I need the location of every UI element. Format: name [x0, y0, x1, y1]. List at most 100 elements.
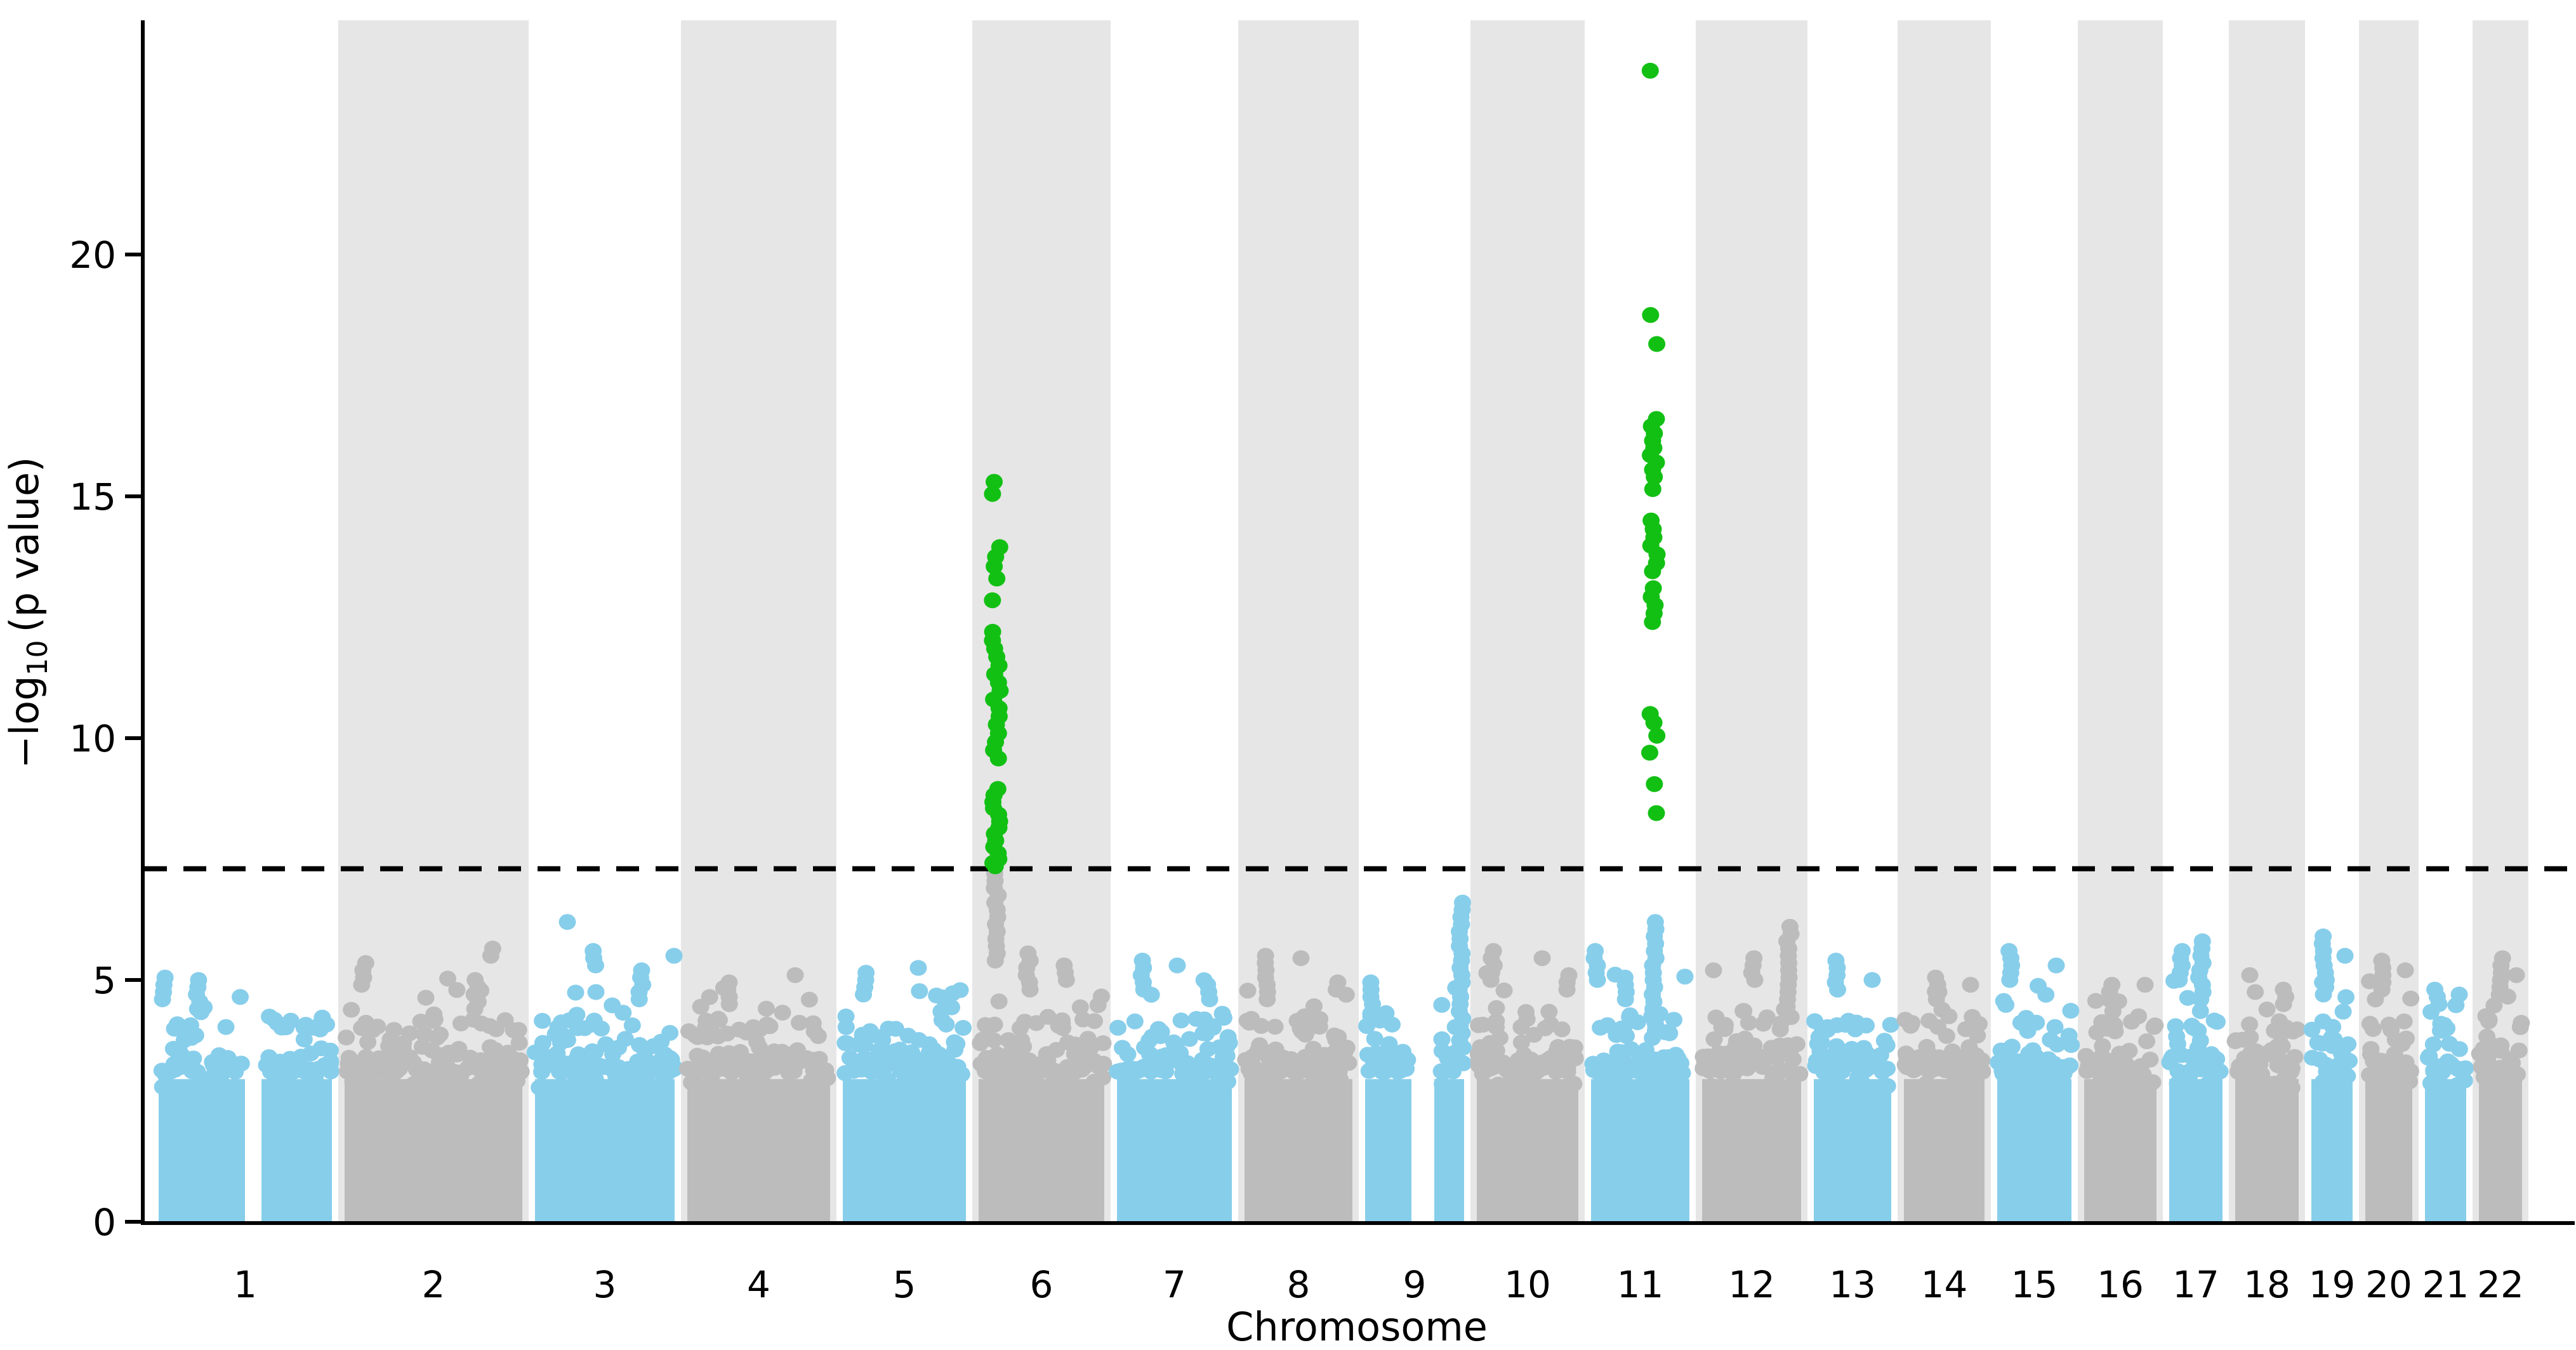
snp-point: [1031, 1063, 1048, 1080]
snp-point: [1109, 1063, 1126, 1080]
snp-point: [1469, 1046, 1487, 1062]
snp-point: [2450, 986, 2468, 1003]
snp-point: [1316, 1047, 1334, 1063]
snp-point: [1481, 1035, 1499, 1051]
snp-point: [2062, 1003, 2080, 1019]
chromosome-14-points: [1896, 969, 1991, 1222]
chromosome-2-points: [338, 941, 530, 1222]
significant-snp-point: [1644, 481, 1661, 498]
snp-dense-column: [1434, 1079, 1464, 1222]
snp-point: [1432, 1063, 1450, 1080]
snp-point: [2054, 1079, 2072, 1095]
snp-point: [758, 1000, 775, 1017]
snp-point: [156, 969, 174, 986]
snp-point: [1481, 1061, 1499, 1077]
snp-point: [2335, 1062, 2353, 1079]
snp-point: [306, 1020, 324, 1036]
snp-point: [1716, 1017, 1734, 1034]
snp-point: [1621, 1007, 1639, 1024]
snp-point: [357, 955, 374, 971]
snp-point: [790, 1079, 808, 1095]
snp-point: [990, 993, 1008, 1010]
snp-point: [1631, 1050, 1649, 1066]
chromosome-4-points: [679, 967, 836, 1222]
snp-point: [2000, 943, 2018, 959]
snp-point: [680, 1023, 697, 1040]
chromosome-6-points: [972, 865, 1113, 1222]
x-tick-label-chr12: 12: [1728, 1263, 1775, 1306]
snp-point: [346, 1059, 364, 1075]
snp-dense-column: [1591, 1079, 1689, 1222]
x-tick-label-chr18: 18: [2243, 1263, 2290, 1306]
snp-point: [466, 972, 484, 988]
snp-dense-column: [1904, 1079, 1985, 1222]
snp-point: [1995, 993, 2012, 1009]
snp-point: [1153, 1024, 1170, 1040]
snp-point: [1741, 1043, 1759, 1059]
snp-point: [1039, 1009, 1057, 1025]
significant-snp-point: [986, 858, 1004, 875]
x-tick-label-chr22: 22: [2477, 1263, 2524, 1306]
snp-point: [1172, 1012, 1190, 1029]
chromosome-13-points: [1806, 953, 1899, 1222]
snp-point: [2478, 1028, 2496, 1045]
significant-snp-point: [1644, 563, 1661, 579]
snp-dense-column: [979, 1079, 1104, 1222]
snp-point: [2106, 1020, 2124, 1036]
x-tick-label-chr10: 10: [1504, 1263, 1551, 1306]
snp-point: [2339, 1036, 2357, 1052]
snp-point: [2432, 1016, 2450, 1032]
snp-dense-column: [1814, 1079, 1891, 1222]
snp-point: [761, 1018, 779, 1035]
snp-point: [2037, 986, 2055, 1003]
snp-point: [2479, 1050, 2497, 1066]
snp-point: [1878, 1037, 1896, 1054]
snp-point: [2258, 1002, 2276, 1017]
snp-point: [1703, 1078, 1721, 1094]
snp-point: [448, 982, 466, 998]
snp-point: [1771, 1037, 1789, 1054]
chromosome-9-points: [1358, 894, 1472, 1222]
snp-point: [2424, 1036, 2442, 1052]
snp-point: [2103, 977, 2121, 993]
snp-point: [2507, 967, 2525, 983]
snp-point: [1095, 1056, 1113, 1072]
snp-point: [1850, 1043, 1868, 1060]
snp-point: [1498, 1076, 1516, 1093]
snp-point: [2020, 1045, 2038, 1062]
snp-point: [1488, 1013, 1505, 1029]
snp-point: [1433, 1031, 1451, 1047]
snp-point: [2227, 1032, 2245, 1049]
snp-point: [1971, 1016, 1988, 1032]
snp-point: [472, 1052, 490, 1068]
snp-point: [499, 1053, 517, 1069]
snp-point: [1392, 1062, 1410, 1079]
snp-point: [1121, 1064, 1139, 1080]
snp-point: [2313, 1035, 2331, 1052]
snp-point: [2192, 1061, 2210, 1078]
snp-point: [385, 1022, 403, 1038]
snp-point: [281, 1050, 299, 1067]
snp-point: [1565, 1076, 1583, 1092]
snp-point: [722, 1048, 740, 1064]
snp-dense-column: [687, 1079, 830, 1222]
snp-point: [1827, 953, 1845, 969]
snp-point: [605, 1064, 623, 1080]
snp-point: [1019, 945, 1037, 962]
snp-point: [1305, 998, 1323, 1014]
snp-point: [837, 1009, 855, 1024]
chromosome-5-points: [836, 960, 972, 1222]
snp-point: [2003, 1038, 2021, 1055]
snp-point: [1433, 996, 1451, 1013]
snp-point: [1244, 1063, 1262, 1080]
snp-point: [487, 1042, 504, 1058]
snp-point: [1754, 1049, 1771, 1066]
significant-points-layer: [984, 62, 1666, 875]
snp-point: [701, 989, 718, 1005]
snp-point: [1495, 983, 1513, 998]
snp-point: [2118, 1057, 2136, 1073]
snp-point: [534, 1012, 552, 1029]
snp-point: [1769, 1063, 1787, 1080]
snp-point: [370, 1050, 388, 1066]
snp-dense-column: [2169, 1079, 2223, 1222]
